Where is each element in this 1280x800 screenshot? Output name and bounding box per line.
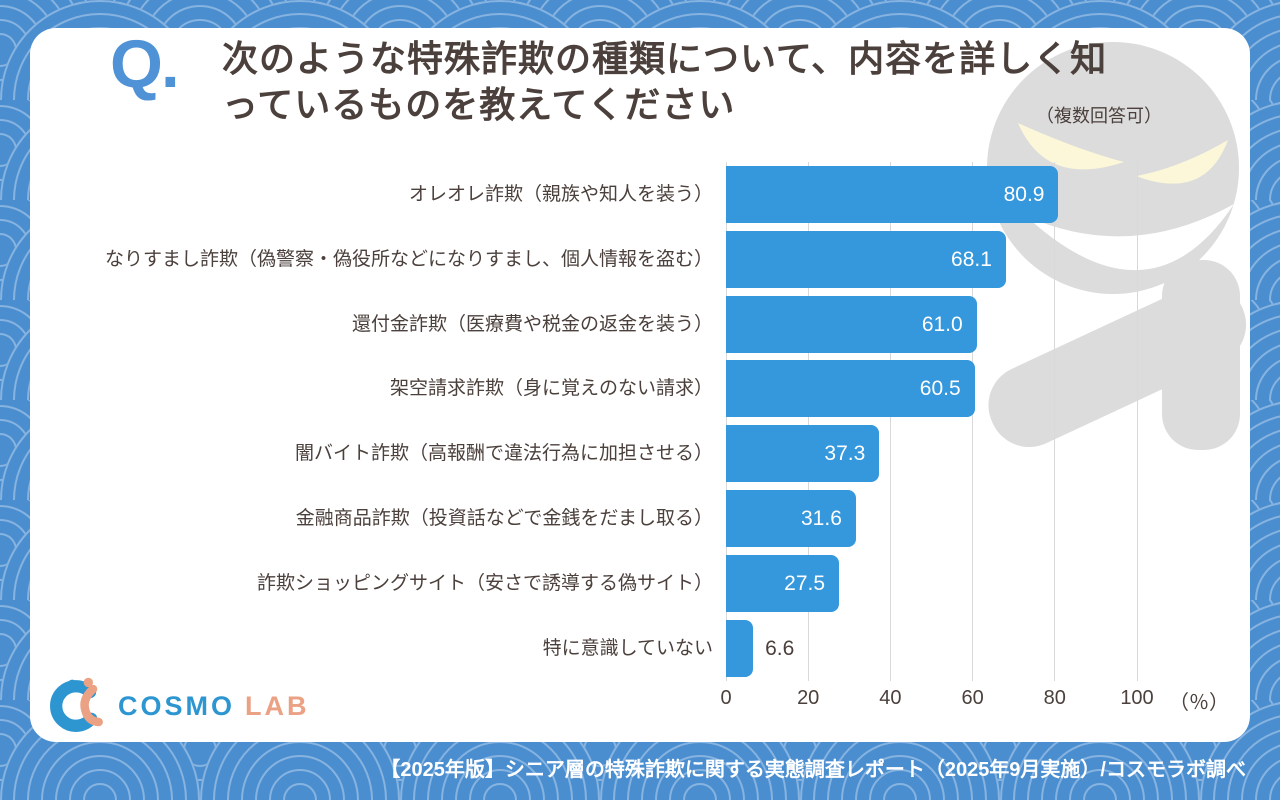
category-label: オレオレ詐欺（親族や知人を装う） (408, 184, 713, 205)
value-label: 80.9 (1003, 183, 1045, 206)
category-label: 闇バイト詐欺（高報酬で違法行為に加担させる） (294, 443, 713, 465)
value-label: 37.3 (824, 442, 866, 466)
cosmo-lab-logo: COSMO LAB (44, 676, 310, 736)
bar (726, 230, 1006, 288)
value-label: 60.5 (919, 377, 961, 401)
question-title-line1: 次のような特殊詐欺の種類について、内容を詳しく知 (222, 38, 1108, 79)
footer-caption: 【2025年版】シニア層の特殊詐欺に関する実態調査レポート（2025年9月実施）… (380, 759, 1246, 781)
ghost-right-eye (1136, 140, 1228, 184)
category-label: なりすまし詐欺（偽警察・偽役所などになりすまし、個人情報を盗む） (104, 248, 713, 270)
x-axis-unit-label: （％） (1169, 692, 1229, 714)
value-label: 27.5 (784, 571, 826, 595)
bar (726, 554, 840, 612)
multiple-answers-note: （複数回答可） (1036, 106, 1162, 126)
bar (726, 295, 977, 353)
x-tick-label: 100 (1120, 687, 1154, 709)
question-mark-label: Q. (110, 26, 180, 102)
x-tick-label: 20 (797, 687, 820, 709)
cosmo-lab-mark-icon (50, 677, 103, 732)
bar (726, 425, 880, 483)
value-label: 68.1 (951, 247, 992, 271)
ghost-shoulder (988, 282, 1247, 448)
x-gridline (1136, 162, 1138, 681)
x-gridline (889, 162, 891, 681)
logo-text-cosmo: COSMO (118, 690, 236, 721)
category-label: 特に意識していない (542, 637, 713, 659)
category-label: 詐欺ショッピングサイト（安さで誘導する偽サイト） (256, 572, 713, 594)
x-tick-label: 0 (720, 687, 732, 709)
x-gridline (972, 162, 974, 681)
bar (726, 166, 1059, 223)
category-label: 還付金詐欺（医療費や税金の返金を装う） (351, 313, 713, 335)
category-label: 金融商品詐欺（投資話などで金銭をだまし取る） (295, 508, 713, 529)
bar (726, 490, 856, 547)
bar (726, 619, 754, 677)
category-label: 架空請求詐欺（身に覚えのない請求） (389, 378, 713, 400)
ghost-left-eye (1018, 123, 1124, 170)
logo-text-lab: LAB (245, 690, 310, 721)
value-label: 6.6 (765, 636, 795, 660)
x-gridline (807, 162, 809, 681)
x-tick-label: 60 (961, 687, 984, 709)
x-gridline (725, 162, 727, 681)
x-tick-label: 80 (1043, 687, 1066, 709)
x-tick-label: 40 (879, 687, 902, 709)
bar (726, 360, 975, 418)
x-gridline (1054, 162, 1056, 681)
value-label: 31.6 (801, 507, 842, 530)
question-title: 次のような特殊詐欺の種類について、内容を詳しく知 っているものを教えてください (222, 36, 1182, 128)
value-label: 61.0 (921, 312, 963, 336)
question-title-line2: っているものを教えてください (222, 84, 736, 125)
ghost-grin (1026, 204, 1234, 271)
